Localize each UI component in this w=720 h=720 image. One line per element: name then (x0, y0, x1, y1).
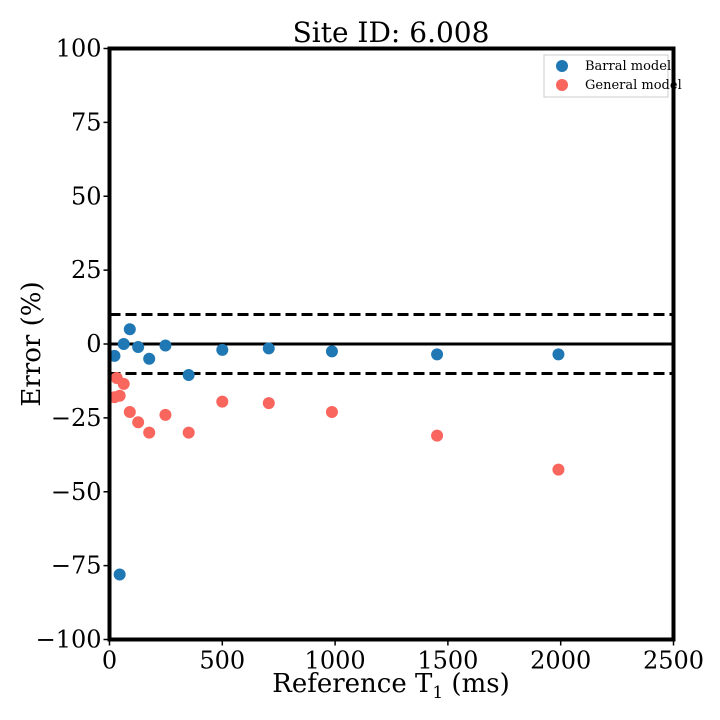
legend-label-barral: Barral model (585, 59, 671, 74)
series-0 (108, 323, 565, 581)
data-point-series-0-8 (216, 343, 229, 356)
data-point-series-0-11 (431, 348, 444, 361)
x-tick-label-4: 2000 (530, 647, 591, 675)
data-point-series-1-4 (123, 405, 136, 418)
y-tick-label-7: 75 (71, 108, 102, 136)
data-point-series-0-7 (182, 369, 195, 382)
data-point-series-1-3 (117, 377, 130, 390)
data-point-series-0-3 (123, 323, 136, 336)
data-point-series-0-2 (117, 338, 130, 350)
y-tick-label-6: 50 (71, 182, 102, 210)
x-axis-title: Reference T1 (ms) (272, 669, 509, 703)
axis-ticks: 0 500 1000 1500 2000 2500 −100 −75 −50 −25 0 25 50 75… (36, 35, 704, 675)
data-point-series-0-6 (159, 339, 172, 352)
series-1 (108, 371, 565, 476)
plot-frame (107, 46, 676, 642)
data-point-series-1-2 (113, 389, 126, 402)
data-point-series-0-12 (552, 348, 565, 361)
data-point-series-1-8 (182, 426, 195, 439)
data-point-series-1-11 (325, 405, 338, 418)
y-tick-label-2: −50 (51, 478, 102, 506)
data-point-series-0-10 (325, 345, 338, 358)
y-axis-title: Error (%) (17, 281, 47, 406)
y-tick-label-4: 0 (86, 330, 101, 358)
x-axis-label-subscript: 1 (432, 683, 443, 703)
x-tick-label-1: 500 (199, 647, 245, 675)
data-point-series-0-9 (262, 342, 275, 355)
chart-title: Site ID: 6.008 (293, 16, 490, 49)
x-tick-label-3: 1500 (417, 647, 478, 675)
data-point-series-0-1 (113, 568, 126, 581)
data-point-series-0-4 (132, 340, 145, 353)
x-axis-label: Reference T (272, 669, 433, 699)
legend-label-general: General model (585, 78, 682, 93)
data-point-series-1-10 (262, 397, 275, 410)
y-tick-label-1: −75 (51, 552, 102, 580)
data-point-series-1-7 (159, 408, 172, 421)
data-point-series-1-13 (552, 463, 565, 476)
data-point-series-0-5 (143, 352, 156, 365)
legend-marker-general (556, 79, 568, 91)
data-point-series-1-5 (132, 416, 145, 429)
y-tick-label-0: −100 (36, 626, 102, 654)
data-point-series-1-9 (216, 395, 229, 408)
legend-marker-barral (556, 60, 568, 72)
x-tick-label-5: 2500 (643, 647, 704, 675)
x-tick-label-2: 1000 (305, 647, 366, 675)
data-point-series-1-6 (143, 426, 156, 439)
y-tick-label-8: 100 (56, 35, 102, 63)
data-point-series-1-12 (431, 429, 444, 442)
x-axis-label-unit: (ms) (443, 669, 510, 699)
x-tick-label-0: 0 (102, 647, 117, 675)
reference-lines (109, 312, 674, 376)
y-tick-label-3: −25 (51, 404, 102, 432)
data-points (108, 323, 565, 581)
y-tick-label-5: 25 (71, 256, 102, 284)
legend: Barral model General model (543, 54, 682, 98)
